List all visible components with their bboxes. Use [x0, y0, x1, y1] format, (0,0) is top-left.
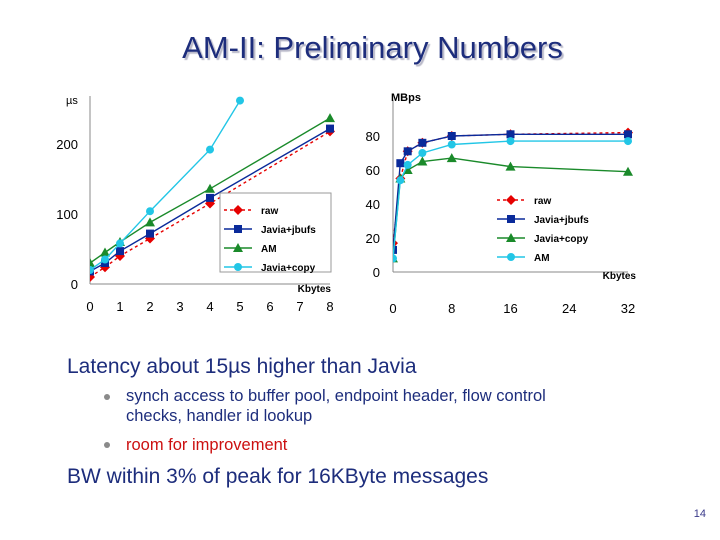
data-point-javia-copy	[402, 165, 413, 174]
data-point-javia-copy	[236, 96, 244, 105]
y-tick-label: 0	[71, 277, 78, 292]
x-tick-label: 4	[206, 299, 213, 314]
data-point-javia-jbufs	[326, 124, 334, 133]
series-line-javia-copy	[90, 100, 241, 271]
x-tick-label: 8	[326, 299, 333, 314]
data-point-am	[396, 176, 405, 185]
series-group	[393, 127, 633, 263]
charts-area: 0 1 2 3 4 5 6 7 80100200µsKbytesrawJavia+jbufsAM…	[56, 92, 637, 316]
data-point-am	[145, 217, 155, 227]
x-tick-label: 2	[146, 299, 153, 314]
data-point-javia-jbufs	[393, 245, 397, 254]
slide-title: AM-II: Preliminary Numbers	[182, 30, 563, 65]
x-axis-label: Kbytes	[298, 284, 332, 295]
legend-marker-icon	[233, 243, 243, 252]
x-tick-label: 3	[176, 299, 183, 314]
sub-bullet-synch-line1: synch access to buffer pool, endpoint he…	[126, 387, 546, 405]
latency-chart: 0 1 2 3 4 5 6 7 8 0 100 200 µs Kbytes raw Javia+jbufs AM…	[56, 95, 335, 314]
x-tick-label: 8	[448, 301, 455, 316]
y-axis-label: µs	[66, 95, 78, 107]
x-tick-label: 16	[503, 301, 517, 316]
x-axis-label: Kbytes	[603, 271, 637, 282]
y-tick-label: 80	[366, 129, 380, 144]
series-line-javia-copy	[393, 157, 629, 259]
data-point-javia-copy	[623, 166, 633, 176]
data-point-javia-jbufs	[116, 247, 124, 256]
legend-marker-icon	[506, 195, 516, 205]
x-tick-label: 5	[236, 299, 243, 314]
data-point-javia-copy	[146, 207, 154, 216]
legend-marker-icon	[234, 263, 242, 271]
legend-label: raw	[534, 196, 551, 207]
data-point-am	[403, 160, 412, 169]
legend-label: Javia+copy	[534, 234, 589, 245]
legend-label: Javia+jbufs	[534, 215, 589, 226]
y-tick-label: 40	[366, 197, 380, 212]
data-point-javia-jbufs	[418, 138, 427, 147]
legend-label: Javia+copy	[261, 263, 316, 274]
data-point-javia-copy	[505, 161, 516, 171]
data-point-javia-copy	[417, 156, 428, 166]
y-tick-label: 0	[373, 265, 380, 280]
data-point-am	[325, 113, 335, 123]
y-tick-label: 200	[56, 137, 78, 152]
bullet-dot-icon	[104, 394, 110, 400]
legend-marker-icon	[233, 205, 243, 215]
bullet-bandwidth: BW within 3% of peak for 16KByte message…	[67, 465, 489, 488]
data-point-am	[624, 137, 632, 146]
data-point-javia-copy	[116, 239, 124, 248]
data-point-javia-copy	[90, 266, 94, 274]
data-point-javia-jbufs	[447, 132, 456, 140]
data-point-javia-copy	[206, 145, 214, 154]
y-tick-label: 60	[366, 163, 380, 178]
sub-bullet-synch: synch access to buffer pool, endpoint he…	[126, 386, 546, 426]
data-point-javia-jbufs	[146, 229, 154, 238]
data-point-javia-jbufs	[396, 159, 405, 168]
y-tick-label: 100	[56, 207, 78, 222]
series-group	[90, 96, 335, 282]
bullet-latency: Latency about 15µs higher than Javia	[67, 355, 417, 378]
series-line-raw	[393, 131, 629, 244]
data-point-am	[506, 137, 515, 146]
legend-marker-icon	[507, 215, 515, 223]
data-point-am	[447, 140, 456, 149]
legend-marker-icon	[234, 225, 242, 233]
data-point-javia-jbufs	[403, 147, 412, 156]
data-point-javia-jbufs	[624, 130, 632, 139]
x-tick-label: 32	[621, 301, 635, 316]
data-point-am	[205, 183, 215, 193]
x-tick-label: 0	[389, 301, 396, 316]
legend-marker-icon	[506, 233, 516, 242]
legend-label: Javia+jbufs	[261, 225, 316, 236]
data-point-am	[100, 247, 110, 257]
legend-label: raw	[261, 206, 278, 217]
data-point-am	[393, 254, 397, 263]
data-point-javia-copy	[446, 153, 457, 163]
sub-bullet-improvement: room for improvement	[126, 436, 288, 454]
data-point-am	[418, 149, 427, 157]
sub-bullet-synch-line2: checks, handler id lookup	[126, 407, 313, 425]
bullet-dot-icon	[104, 442, 110, 448]
legend-marker-icon	[507, 253, 515, 261]
y-tick-label: 20	[366, 231, 380, 246]
data-point-am	[90, 258, 95, 267]
data-point-javia-jbufs	[506, 130, 515, 139]
data-point-javia-jbufs	[206, 193, 214, 202]
legend-label: AM	[534, 253, 550, 264]
x-tick-label: 0	[86, 299, 93, 314]
x-tick-label: 6	[266, 299, 273, 314]
page-number: 14	[693, 508, 706, 520]
x-tick-label: 7	[296, 299, 303, 314]
legend-label: AM	[261, 244, 277, 255]
bandwidth-chart: 0 8 16 24 32 0 20 40 60 80 MBps Kbytes raw Javia+jbuf…	[366, 92, 637, 316]
x-tick-label: 1	[116, 299, 123, 314]
data-point-javia-copy	[101, 255, 109, 264]
y-axis-label: MBps	[391, 92, 421, 104]
x-tick-label: 24	[562, 301, 576, 316]
